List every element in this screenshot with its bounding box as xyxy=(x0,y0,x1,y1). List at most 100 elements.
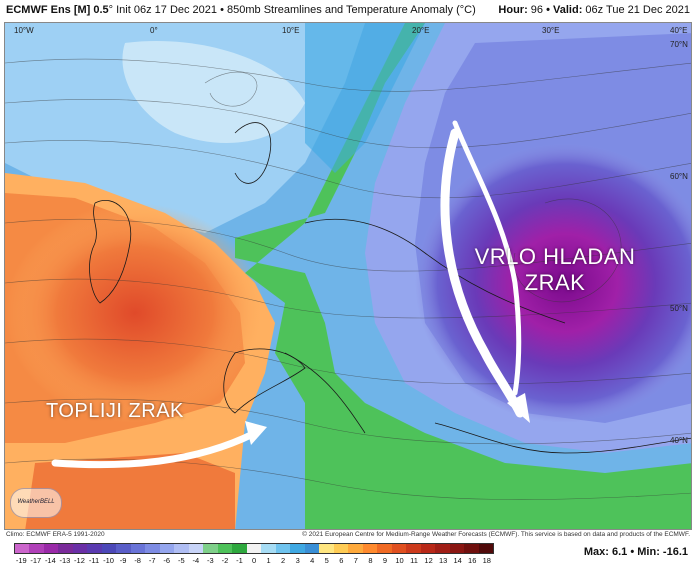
scale-tick-label: 1 xyxy=(266,556,271,565)
scale-swatch xyxy=(362,544,378,553)
warm-arrow-head xyxy=(245,421,267,445)
scale-tick-label: 5 xyxy=(324,556,329,565)
cold-arrow-left xyxy=(440,128,525,418)
temperature-anomaly-map xyxy=(4,22,692,530)
lon-label-30e: 30°E xyxy=(542,26,560,35)
scale-swatch xyxy=(159,544,175,553)
scale-swatch xyxy=(464,544,479,553)
scale-swatch xyxy=(116,544,131,553)
scale-swatch xyxy=(420,544,436,553)
scale-swatch xyxy=(435,544,450,553)
flow-arrows xyxy=(51,120,530,469)
zone-warm-south xyxy=(25,453,235,529)
weatherbell-logo: WeatherBELL xyxy=(10,488,62,518)
scale-tick-label: -19 xyxy=(15,556,27,565)
lat-label-50n: 50°N xyxy=(670,304,688,313)
scale-tick-label: -6 xyxy=(163,556,171,565)
scale-tick-label: -8 xyxy=(134,556,141,565)
map-footer: Climo: ECMWF ERA-5 1991-2020 © 2021 Euro… xyxy=(0,530,696,572)
scale-tick-label: -14 xyxy=(44,556,56,565)
scale-tick-label: -1 xyxy=(236,556,243,565)
zone-pale-blue xyxy=(122,41,305,143)
scale-tick-label: -7 xyxy=(148,556,156,565)
scale-tick-label: 9 xyxy=(382,556,388,565)
scale-swatch xyxy=(290,544,305,553)
logo-text: WeatherBELL xyxy=(17,499,55,505)
streamlines xyxy=(5,58,691,500)
valid-value: 06z Tue 21 Dec 2021 xyxy=(585,4,690,16)
map-canvas xyxy=(5,23,691,529)
scale-tick-label: -11 xyxy=(88,556,100,565)
lat-label-40n: 40°N xyxy=(670,436,688,445)
lon-label-10e: 10°E xyxy=(282,26,300,35)
scale-swatch xyxy=(43,544,59,553)
scale-tick-label: -10 xyxy=(103,556,114,565)
scale-swatch xyxy=(203,544,218,553)
product-name: • 850mb Streamlines and Temperature Anom… xyxy=(220,4,476,16)
lon-label-10w: 10°W xyxy=(14,26,34,35)
climo-note: Climo: ECMWF ERA-5 1991-2020 xyxy=(6,531,105,538)
header-valid: Hour: 96 • Valid: 06z Tue 21 Dec 2021 xyxy=(498,4,690,16)
color-scale-ticks: -19 -17 -14 -13 -12 -11 -10 -9 -8 -7 -6 -5 -4 -3 -2 -1 0… xyxy=(14,556,494,566)
scale-swatch xyxy=(15,544,30,553)
scale-tick-label: -3 xyxy=(207,556,214,565)
scale-tick-label: 4 xyxy=(310,556,315,565)
color-scale-bar xyxy=(14,543,494,554)
cold-air-label-line1: VRLO HLADAN xyxy=(474,244,636,269)
scale-swatch xyxy=(333,544,349,553)
scale-swatch xyxy=(101,544,117,553)
scale-tick-label: 16 xyxy=(468,556,477,565)
scale-tick-label: 13 xyxy=(438,556,448,565)
scale-swatch xyxy=(188,544,204,553)
scale-swatch xyxy=(217,544,233,553)
cold-air-label: VRLO HLADAN ZRAK xyxy=(470,244,640,296)
scale-tick-label: -13 xyxy=(59,556,71,565)
init-time: ° Init 06z 17 Dec 2021 xyxy=(108,4,218,16)
scale-tick-label: 11 xyxy=(410,556,418,565)
lon-label-0: 0° xyxy=(150,26,158,35)
scale-swatch xyxy=(449,544,465,553)
header-title: ECMWF Ens [M] 0.5° Init 06z 17 Dec 2021 … xyxy=(6,4,476,16)
scale-swatch xyxy=(87,544,102,553)
scale-swatch xyxy=(232,544,247,553)
zone-warm-core xyxy=(5,203,265,423)
scale-swatch xyxy=(246,544,262,553)
scale-tick-label: 10 xyxy=(395,556,404,565)
scale-swatch xyxy=(58,544,73,553)
scale-swatch xyxy=(130,544,146,553)
scale-swatch xyxy=(261,544,276,553)
scale-tick-label: 18 xyxy=(482,556,491,565)
lat-label-70n: 70°N xyxy=(670,40,688,49)
hour-label: Hour: xyxy=(498,4,528,16)
scale-tick-label: 7 xyxy=(353,556,358,565)
cold-arrow-left-head xyxy=(507,393,530,423)
lon-label-40e: 40°E xyxy=(670,26,688,35)
scale-tick-label: 8 xyxy=(368,556,373,565)
zone-cyan xyxy=(305,23,425,173)
scale-tick-label: -12 xyxy=(74,556,85,565)
scale-tick-label: -2 xyxy=(221,556,229,565)
scale-swatch xyxy=(29,544,44,553)
lon-label-20e: 20°E xyxy=(412,26,430,35)
scale-swatch xyxy=(275,544,291,553)
lat-label-60n: 60°N xyxy=(670,172,688,181)
scale-tick-label: -5 xyxy=(177,556,185,565)
scale-tick-label: 14 xyxy=(453,556,462,565)
scale-tick-label: 3 xyxy=(295,556,300,565)
scale-swatch xyxy=(174,544,189,553)
cold-air-label-line2: ZRAK xyxy=(524,270,586,295)
model-name: ECMWF Ens [M] 0.5 xyxy=(6,4,109,16)
max-min-values: Max: 6.1 • Min: -16.1 xyxy=(583,546,688,558)
scale-swatch xyxy=(304,544,320,553)
scale-swatch xyxy=(391,544,407,553)
scale-swatch xyxy=(145,544,160,553)
copyright-note: © 2021 European Centre for Medium-Range … xyxy=(302,531,690,538)
warm-arrow xyxy=(51,429,259,469)
scale-tick-label: -9 xyxy=(119,556,127,565)
scale-tick-label: -17 xyxy=(30,556,42,565)
hour-value: 96 xyxy=(530,4,544,16)
scale-tick-label: 0 xyxy=(251,556,257,565)
valid-label: • Valid: xyxy=(546,4,583,16)
map-header: ECMWF Ens [M] 0.5° Init 06z 17 Dec 2021 … xyxy=(0,0,696,22)
scale-tick-label: 2 xyxy=(281,556,286,565)
